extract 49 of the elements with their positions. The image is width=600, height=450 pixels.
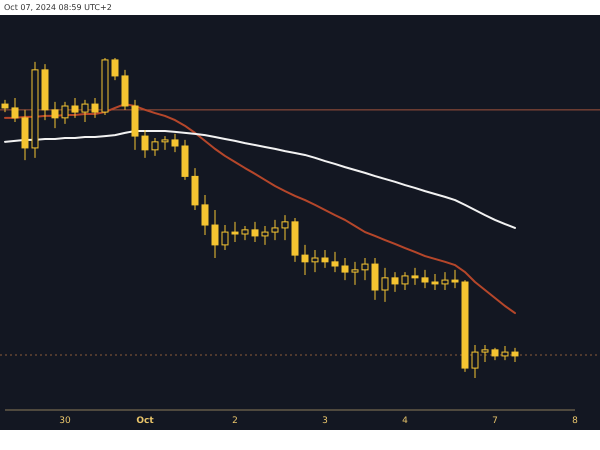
candlestick	[142, 130, 148, 158]
x-tick-label: 30	[59, 416, 71, 426]
candlestick	[352, 261, 358, 286]
candlestick	[12, 98, 18, 122]
x-tick-label: 3	[322, 416, 328, 426]
candlestick	[302, 244, 308, 276]
candlestick	[422, 269, 428, 289]
candlestick	[202, 194, 208, 236]
candlestick	[412, 267, 418, 286]
candlestick	[312, 250, 318, 273]
x-tick-label: 2	[232, 416, 238, 426]
candlestick	[362, 258, 368, 281]
candlestick	[152, 138, 158, 156]
candlestick	[272, 219, 278, 241]
candlestick	[482, 344, 488, 362]
candlestick	[442, 272, 448, 290]
candlestick	[222, 224, 228, 250]
candlestick	[282, 214, 288, 241]
candlestick	[432, 274, 438, 290]
candlestick	[72, 98, 78, 118]
candlestick	[472, 344, 478, 378]
x-tick-label: 8	[572, 416, 578, 426]
candlestick	[512, 347, 518, 362]
candlestick	[52, 101, 58, 129]
candlestick	[82, 99, 88, 122]
text: Oct 07, 2024 08:59 UTC+2	[4, 3, 112, 12]
candlestick	[382, 267, 388, 302]
candlestick	[342, 258, 348, 281]
candlestick	[172, 133, 178, 153]
candlestick	[392, 272, 398, 292]
x-tick-label: 7	[492, 416, 498, 426]
candlestick	[252, 221, 258, 242]
candlestick	[332, 251, 338, 273]
candlestick	[92, 98, 98, 118]
candlestick	[2, 99, 8, 113]
candlestick	[242, 226, 248, 241]
x-tick-label: 4	[402, 416, 408, 426]
candlestick	[232, 221, 238, 242]
candlestick	[322, 250, 328, 268]
x-tick-label: Oct	[136, 416, 154, 426]
candlestick	[492, 347, 498, 361]
candlestick	[262, 226, 268, 246]
candlestick	[402, 272, 408, 290]
candlestick	[452, 269, 458, 289]
candlestick	[502, 346, 508, 361]
candlestick	[162, 136, 168, 150]
candlestick	[212, 210, 218, 258]
candlestick	[62, 101, 68, 124]
candlestick	[112, 58, 118, 81]
